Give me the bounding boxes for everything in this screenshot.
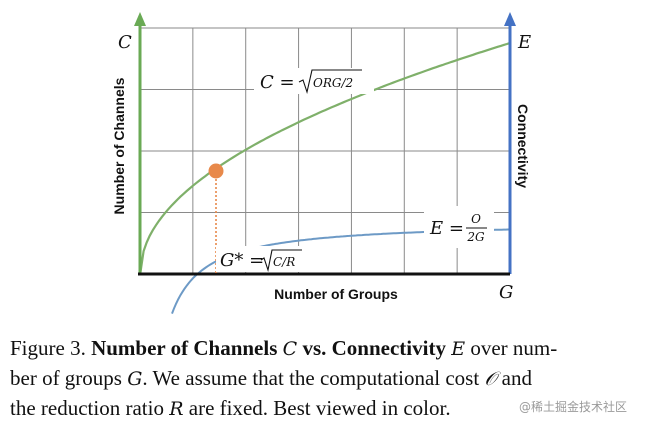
caption-text-5: the reduction ratio <box>10 396 164 420</box>
caption-symbol-o: 𝒪 <box>484 368 497 390</box>
caption-symbol-c: C <box>282 338 298 360</box>
left-axis-symbol: C <box>118 32 132 53</box>
x-axis-title: Number of Groups <box>274 286 398 302</box>
caption-text-6: are fixed. Best viewed in color. <box>188 396 451 420</box>
caption-text-4: and <box>501 366 532 390</box>
label-gstar-radicand: C/R <box>273 255 295 269</box>
watermark: @稀土掘金技术社区 <box>519 400 628 414</box>
caption-bold-vs: vs. <box>302 336 327 360</box>
y-axis-right-title: Connectivity <box>515 104 531 188</box>
right-axis-arrowhead <box>504 12 516 26</box>
label-c-lhs: C = <box>260 72 295 93</box>
sqrt-sign-c <box>298 69 362 95</box>
intersection-point <box>208 163 224 179</box>
label-e-background <box>424 206 494 248</box>
chart: C E G Number of Groups Number of Channel… <box>111 12 531 314</box>
caption-text-1: over num- <box>470 336 558 360</box>
label-c-radicand: ORG/2 <box>313 76 353 90</box>
label-e-lhs: E = <box>429 218 464 239</box>
x-axis-symbol: G <box>499 282 513 303</box>
caption-symbol-e: E <box>451 338 466 360</box>
label-gstar-lhs: G* = <box>220 250 264 271</box>
series-line-channels <box>139 41 511 273</box>
sqrt-sign-gstar <box>260 249 302 273</box>
y-axis-left-title: Number of Channels <box>111 77 127 214</box>
caption-symbol-g: G <box>127 368 143 390</box>
label-e-numerator: O <box>471 212 481 226</box>
label-e-denominator: 2G <box>466 230 485 244</box>
caption-figure-label: Figure 3. <box>10 336 86 360</box>
caption-text-3: . We assume that the computational cost <box>142 366 480 390</box>
right-axis-symbol: E <box>517 32 531 53</box>
caption-bold-connectivity: Connectivity <box>331 336 446 360</box>
left-axis-arrowhead <box>134 12 146 26</box>
caption-bold-channels: Number of Channels <box>91 336 278 360</box>
label-c-background <box>254 68 374 94</box>
caption-symbol-r: R <box>169 398 184 420</box>
caption-text-2: ber of groups <box>10 366 122 390</box>
figure-caption: Figure 3. Number of Channels C vs. Conne… <box>10 334 640 424</box>
